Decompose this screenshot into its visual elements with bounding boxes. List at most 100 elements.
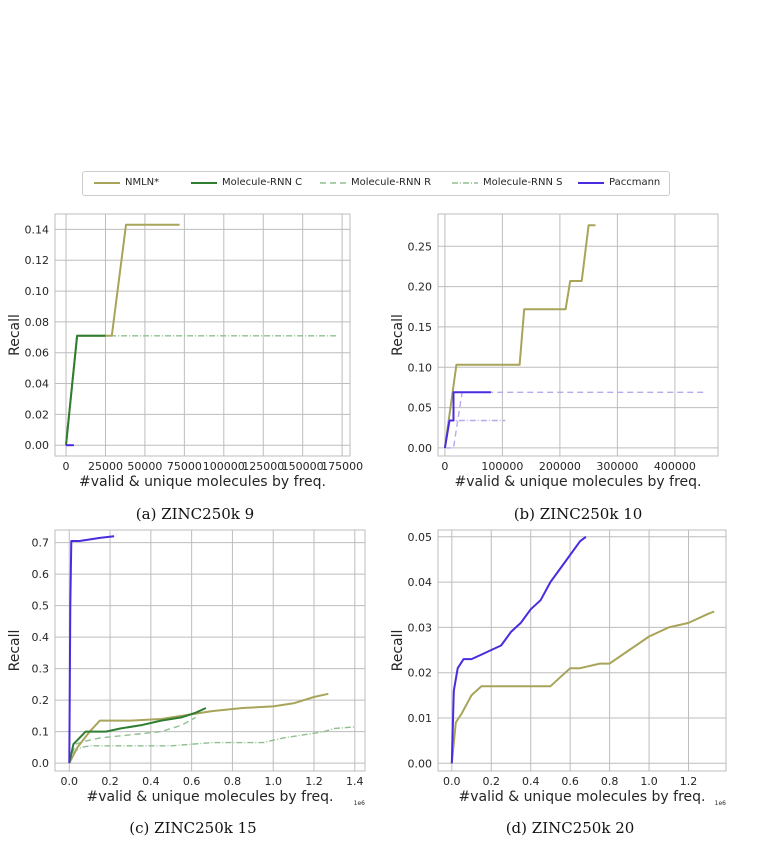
x-tick-label: 0.2	[483, 775, 501, 788]
x-tick-label: 300000	[596, 460, 638, 473]
y-tick-label: 0.12	[25, 254, 50, 267]
legend-label: Molecule-RNN R	[351, 177, 432, 188]
x-tick-label: 0.4	[142, 775, 160, 788]
y-tick-label: 0.2	[32, 694, 50, 707]
y-tick-label: 0.6	[32, 568, 50, 581]
legend-label: Paccmann	[609, 177, 661, 188]
y-axis-label: Recall	[390, 314, 406, 356]
series-line	[450, 610, 715, 764]
x-tick-label: 0.4	[522, 775, 540, 788]
y-tick-label: 0.04	[25, 378, 50, 391]
plot-frame	[54, 529, 366, 772]
x-tick-label: 1.0	[264, 775, 282, 788]
legend-swatch	[452, 182, 478, 184]
x-tick-label: 150000	[282, 460, 324, 473]
y-axis-label: Recall	[7, 630, 23, 672]
x-tick-label: 0	[63, 460, 70, 473]
x-tick-label: 25000	[88, 460, 123, 473]
x-tick-label: 175000	[321, 460, 363, 473]
x-axis-label: #valid & unique molecules by freq.	[458, 789, 705, 805]
plot-frame	[437, 213, 719, 457]
y-tick-label: 0.02	[408, 667, 433, 680]
series-line	[443, 391, 491, 449]
x-tick-label: 1.2	[305, 775, 323, 788]
x-tick-label: 50000	[127, 460, 162, 473]
y-tick-label: 0.00	[408, 442, 433, 455]
y-tick-label: 0.01	[408, 712, 433, 725]
plot-frame	[437, 529, 727, 772]
series-line	[68, 692, 329, 764]
y-tick-label: 0.5	[32, 600, 50, 613]
y-axis-label: Recall	[390, 630, 406, 672]
y-tick-label: 0.7	[32, 537, 50, 550]
chart-zinc250k-20: 0.0 0.2 0.4 0.6 0.8 1.0 1.2 0.00 0.01 0.02 0.03 0.0…	[390, 529, 727, 807]
y-tick-label: 0.10	[408, 361, 433, 374]
plot-frame	[54, 213, 351, 457]
caption-b: (b) ZINC250k 10	[513, 505, 643, 523]
legend-label: Molecule-RNN C	[222, 177, 303, 188]
y-tick-label: 0.00	[25, 439, 50, 452]
series-line	[65, 335, 338, 446]
x-axis-label: #valid & unique molecules by freq.	[79, 474, 326, 490]
x-offset-text: 1e6	[715, 800, 727, 807]
chart-zinc250k-15: 0.0 0.2 0.4 0.6 0.8 1.0 1.2 1.4 0.0 0.1 0.2 0.3 0.4 0…	[7, 529, 366, 807]
legend: NMLN* Molecule-RNN C Molecule-RNN R Molecul…	[82, 171, 670, 196]
y-axis-label: Recall	[7, 314, 23, 356]
x-tick-label: 1.4	[346, 775, 364, 788]
y-tick-label: 0.15	[408, 321, 433, 334]
x-tick-label: 0.8	[224, 775, 242, 788]
series-line	[68, 707, 207, 764]
y-tick-label: 0.14	[25, 223, 50, 236]
x-tick-label: 75000	[167, 460, 202, 473]
x-tick-label: 0.0	[443, 775, 461, 788]
x-tick-label: 0	[441, 460, 448, 473]
y-tick-label: 0.1	[32, 726, 50, 739]
y-tick-label: 0.00	[408, 757, 433, 770]
y-tick-label: 0.05	[408, 402, 433, 415]
caption-d: (d) ZINC250k 20	[505, 819, 635, 837]
y-tick-label: 0.02	[25, 408, 50, 421]
y-tick-label: 0.20	[408, 281, 433, 294]
series-line	[68, 535, 115, 764]
y-tick-label: 0.06	[25, 347, 50, 360]
legend-label: Molecule-RNN S	[483, 177, 563, 188]
series-line	[65, 334, 106, 446]
x-tick-label: 400000	[654, 460, 696, 473]
y-tick-label: 0.25	[408, 240, 433, 253]
x-tick-label: 0.8	[601, 775, 619, 788]
series-line	[444, 391, 704, 449]
legend-swatch	[578, 182, 604, 184]
x-axis-label: #valid & unique molecules by freq.	[86, 789, 333, 805]
chart-zinc250k-9: 0 25000 50000 75000 100000125000150000175000…	[7, 213, 363, 490]
x-tick-label: 0.6	[183, 775, 201, 788]
x-tick-label: 200000	[539, 460, 581, 473]
x-tick-label: 0.2	[101, 775, 119, 788]
chart-zinc250k-10: 0 100000 200000 300000 400000 0.00 0.05 0.10 0.1…	[390, 213, 719, 490]
series-line	[443, 224, 596, 449]
caption-c: (c) ZINC250k 15	[129, 819, 257, 837]
x-axis-label: #valid & unique molecules by freq.	[454, 474, 701, 490]
x-offset-text: 1e6	[354, 800, 366, 807]
x-tick-label: 0.0	[61, 775, 79, 788]
y-tick-label: 0.05	[408, 531, 433, 544]
x-tick-label: 1.2	[680, 775, 698, 788]
y-tick-label: 0.04	[408, 576, 433, 589]
legend-label: NMLN*	[125, 177, 160, 188]
y-tick-label: 0.10	[25, 285, 50, 298]
y-tick-label: 0.3	[32, 663, 50, 676]
legend-swatch	[320, 182, 346, 184]
series-line	[68, 716, 197, 764]
x-tick-label: 100000	[481, 460, 523, 473]
x-tick-label: 100000	[203, 460, 245, 473]
series-line	[68, 726, 355, 764]
x-tick-label: 1.0	[640, 775, 658, 788]
x-tick-label: 125000	[242, 460, 284, 473]
y-tick-label: 0.4	[32, 631, 50, 644]
caption-a: (a) ZINC250k 9	[135, 505, 255, 523]
y-tick-label: 0.0	[32, 757, 50, 770]
series-line	[450, 536, 587, 764]
y-tick-label: 0.03	[408, 621, 433, 634]
legend-swatch	[191, 182, 217, 184]
y-tick-label: 0.08	[25, 316, 50, 329]
x-tick-label: 0.6	[561, 775, 579, 788]
